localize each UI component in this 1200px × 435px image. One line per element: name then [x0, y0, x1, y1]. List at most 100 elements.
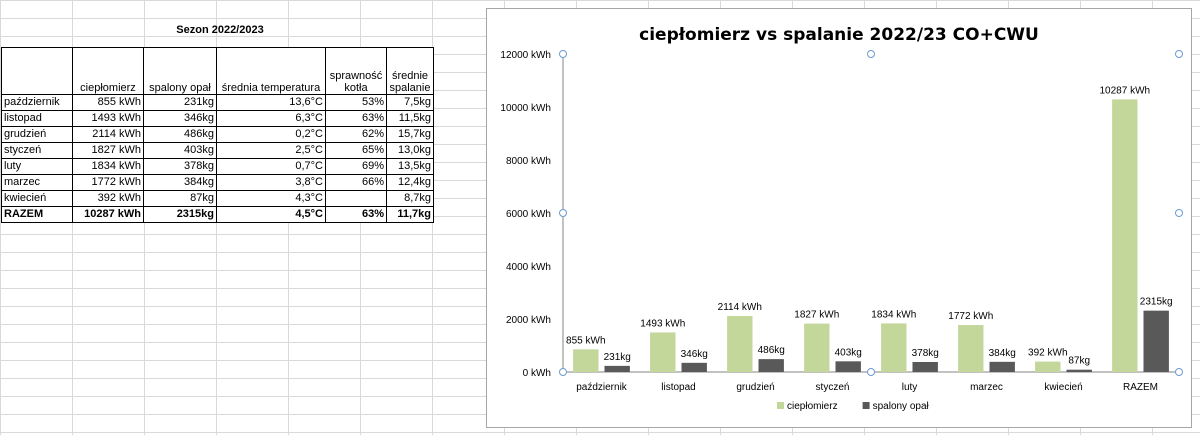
table-cell[interactable]: październik	[1, 94, 73, 111]
table-cell[interactable]: 2315kg	[143, 206, 217, 223]
table-cell[interactable]: 13,0kg	[386, 142, 434, 159]
y-tick-label: 6000 kWh	[506, 209, 551, 220]
y-tick-label: 12000 kWh	[500, 50, 551, 61]
table-cell[interactable]: 7,5kg	[386, 94, 434, 111]
table-row: marzec 1772 kWh 384kg 3,8°C 66% 12,4kg	[1, 174, 434, 191]
table-cell[interactable]: 8,7kg	[386, 190, 434, 207]
bar-heatmeter	[958, 325, 984, 372]
table-cell[interactable]: 10287 kWh	[72, 206, 144, 223]
bar-fuel	[1143, 310, 1169, 372]
table-cell[interactable]: 0,2°C	[216, 126, 326, 143]
table-cell[interactable]: 11,5kg	[386, 110, 434, 127]
header-cell-avg-burn[interactable]: średnie spalanie	[386, 47, 434, 95]
resize-handle[interactable]	[559, 50, 567, 58]
table-cell[interactable]: styczeń	[1, 142, 73, 159]
table-row: kwiecień 392 kWh 87kg 4,3°C 8,7kg	[1, 190, 434, 207]
bar-fuel	[604, 365, 630, 372]
y-tick-label: 2000 kWh	[506, 315, 551, 326]
table-cell[interactable]: 63%	[325, 206, 387, 223]
table-cell[interactable]: 1827 kWh	[72, 142, 144, 159]
header-cell-fuel[interactable]: spalony opał	[143, 47, 217, 95]
table-row: grudzień 2114 kWh 486kg 0,2°C 62% 15,7kg	[1, 126, 434, 143]
table-cell[interactable]: luty	[1, 158, 73, 175]
table-cell[interactable]: 4,3°C	[216, 190, 326, 207]
table-cell[interactable]: 486kg	[143, 126, 217, 143]
y-tick-label: 8000 kWh	[506, 156, 551, 167]
data-label: 87kg	[1068, 356, 1090, 367]
data-label: 231kg	[604, 352, 631, 363]
header-cell-efficiency[interactable]: sprawność kotła	[325, 47, 387, 95]
table-cell[interactable]	[325, 190, 387, 207]
legend-label: ciepłomierz	[787, 401, 838, 412]
category-label: październik	[576, 382, 628, 393]
data-label: 2315kg	[1140, 297, 1173, 308]
table-cell[interactable]: 2114 kWh	[72, 126, 144, 143]
table-row: styczeń 1827 kWh 403kg 2,5°C 65% 13,0kg	[1, 142, 434, 159]
table-cell[interactable]: 63%	[325, 110, 387, 127]
table-cell[interactable]: 87kg	[143, 190, 217, 207]
data-label: 346kg	[681, 349, 708, 360]
table-cell[interactable]: 53%	[325, 94, 387, 111]
table-cell[interactable]: 0,7°C	[216, 158, 326, 175]
table-cell[interactable]: 11,7kg	[386, 206, 434, 223]
table-cell[interactable]: listopad	[1, 110, 73, 127]
table-cell[interactable]: 231kg	[143, 94, 217, 111]
table-cell[interactable]: 69%	[325, 158, 387, 175]
table-cell[interactable]: 3,8°C	[216, 174, 326, 191]
resize-handle[interactable]	[867, 50, 875, 58]
bar-heatmeter	[804, 323, 830, 372]
table-cell[interactable]: 855 kWh	[72, 94, 144, 111]
table-cell[interactable]: 384kg	[143, 174, 217, 191]
table-cell[interactable]: 392 kWh	[72, 190, 144, 207]
resize-handle[interactable]	[559, 368, 567, 376]
data-label: 384kg	[989, 348, 1016, 359]
chart-object[interactable]: ciepłomierz vs spalanie 2022/23 CO+CWU 0 …	[486, 8, 1192, 428]
table-cell[interactable]: 15,7kg	[386, 126, 434, 143]
table-cell[interactable]: 13,5kg	[386, 158, 434, 175]
header-cell-heatmeter[interactable]: ciepłomierz	[72, 47, 144, 95]
table-cell[interactable]: 346kg	[143, 110, 217, 127]
table-cell[interactable]: 378kg	[143, 158, 217, 175]
table-cell[interactable]: 1834 kWh	[72, 158, 144, 175]
bar-heatmeter	[881, 323, 907, 372]
table-cell[interactable]: 12,4kg	[386, 174, 434, 191]
bar-heatmeter	[727, 315, 753, 372]
bar-fuel	[835, 361, 861, 372]
table-cell[interactable]: 2,5°C	[216, 142, 326, 159]
data-label: 1834 kWh	[871, 309, 916, 320]
table-cell[interactable]: 62%	[325, 126, 387, 143]
bar-heatmeter	[1035, 361, 1061, 372]
table-cell[interactable]: RAZEM	[1, 206, 73, 223]
resize-handle[interactable]	[1175, 50, 1183, 58]
bar-fuel	[758, 359, 784, 372]
resize-handle[interactable]	[1175, 209, 1183, 217]
table-cell[interactable]: 66%	[325, 174, 387, 191]
chart-title: ciepłomierz vs spalanie 2022/23 CO+CWU	[639, 25, 1039, 45]
resize-handle[interactable]	[1175, 368, 1183, 376]
resize-handle[interactable]	[867, 368, 875, 376]
data-label: 1772 kWh	[948, 311, 993, 322]
y-tick-label: 0 kWh	[523, 368, 551, 379]
season-table: ciepłomierz spalony opał średnia tempera…	[1, 47, 434, 223]
table-cell[interactable]: 4,5°C	[216, 206, 326, 223]
data-label: 392 kWh	[1028, 348, 1067, 359]
data-label: 486kg	[758, 345, 785, 356]
resize-handle[interactable]	[559, 209, 567, 217]
category-label: marzec	[970, 382, 1003, 393]
table-cell[interactable]: 65%	[325, 142, 387, 159]
table-cell[interactable]: marzec	[1, 174, 73, 191]
sheet-title: Sezon 2022/2023	[176, 24, 264, 36]
table-cell[interactable]: kwiecień	[1, 190, 73, 207]
table-cell[interactable]: grudzień	[1, 126, 73, 143]
header-cell-month[interactable]	[1, 47, 73, 95]
table-cell[interactable]: 6,3°C	[216, 110, 326, 127]
table-cell[interactable]: 1772 kWh	[72, 174, 144, 191]
table-cell[interactable]: 1493 kWh	[72, 110, 144, 127]
header-cell-temperature[interactable]: średnia temperatura	[216, 47, 326, 95]
data-label: 1827 kWh	[794, 310, 839, 321]
category-label: luty	[902, 382, 918, 393]
table-cell[interactable]: 13,6°C	[216, 94, 326, 111]
table-cell[interactable]: 403kg	[143, 142, 217, 159]
total-row: RAZEM 10287 kWh 2315kg 4,5°C 63% 11,7kg	[1, 206, 434, 223]
bar-heatmeter	[1112, 99, 1138, 372]
